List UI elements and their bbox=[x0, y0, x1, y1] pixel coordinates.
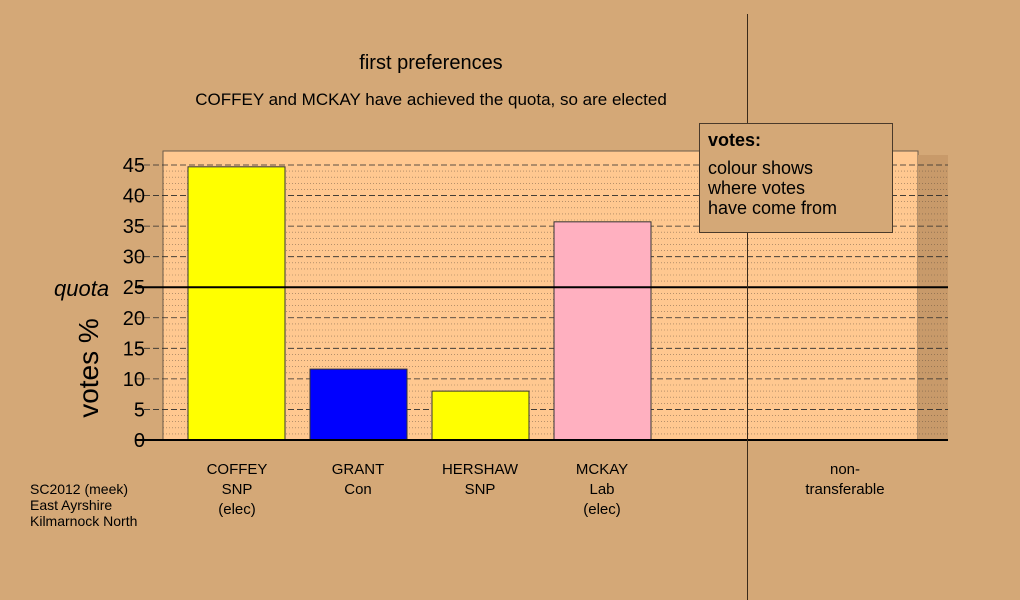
chart-subtitle: COFFEY and MCKAY have achieved the quota… bbox=[195, 90, 667, 109]
y-tick-label: 40 bbox=[123, 186, 145, 208]
non-transferable-line2: transferable bbox=[805, 481, 885, 498]
candidate-name: GRANT bbox=[331, 461, 385, 478]
source-council: East Ayrshire bbox=[30, 497, 113, 513]
bar-hershaw bbox=[431, 390, 530, 441]
candidate-party: Con bbox=[344, 481, 372, 498]
y-tick-label: 35 bbox=[123, 216, 145, 238]
legend-line-2: where votes bbox=[708, 178, 806, 198]
y-tick-label: 45 bbox=[123, 155, 145, 177]
y-axis-label: votes % bbox=[73, 318, 104, 418]
y-tick-label: 30 bbox=[123, 247, 145, 269]
y-tick-label: 10 bbox=[123, 369, 145, 391]
legend-line-3: have come from bbox=[708, 198, 838, 218]
candidate-party: SNP bbox=[464, 481, 496, 498]
candidate-status: (elec) bbox=[583, 501, 621, 518]
category-label-grant: GRANT Con bbox=[298, 460, 418, 500]
category-label-mckay: MCKAY Lab (elec) bbox=[542, 460, 662, 520]
y-tick-label: 5 bbox=[134, 399, 145, 421]
chart-title: first preferences bbox=[359, 52, 503, 74]
y-tick-label: 25 bbox=[123, 277, 145, 299]
category-label-coffey: COFFEY SNP (elec) bbox=[177, 460, 297, 520]
category-label-non-transferable: non- transferable bbox=[785, 460, 905, 500]
source-note: SC2012 (meek) East Ayrshire Kilmarnock N… bbox=[30, 481, 137, 529]
non-transferable-line1: non- bbox=[829, 461, 861, 478]
candidate-party: Lab bbox=[589, 481, 615, 498]
plot-edge-strip bbox=[918, 155, 948, 440]
legend-box: votes: colour shows where votes have com… bbox=[699, 123, 893, 233]
legend-title: votes: bbox=[708, 130, 762, 150]
source-election: SC2012 (meek) bbox=[30, 481, 129, 497]
candidate-party: SNP bbox=[221, 481, 253, 498]
candidate-name: MCKAY bbox=[575, 461, 629, 478]
bar-mckay bbox=[553, 221, 652, 441]
legend-line-1: colour shows bbox=[708, 158, 814, 178]
candidate-status: (elec) bbox=[218, 501, 256, 518]
bar-grant bbox=[309, 368, 408, 441]
non-transferable-divider bbox=[747, 14, 748, 600]
candidate-name: COFFEY bbox=[206, 461, 268, 478]
y-tick-label: 15 bbox=[123, 338, 145, 360]
source-ward: Kilmarnock North bbox=[30, 513, 138, 529]
quota-label: quota bbox=[54, 276, 110, 301]
y-tick-label: 20 bbox=[123, 308, 145, 330]
candidate-name: HERSHAW bbox=[441, 461, 519, 478]
category-label-hershaw: HERSHAW SNP bbox=[420, 460, 540, 500]
bar-coffey bbox=[187, 166, 286, 441]
